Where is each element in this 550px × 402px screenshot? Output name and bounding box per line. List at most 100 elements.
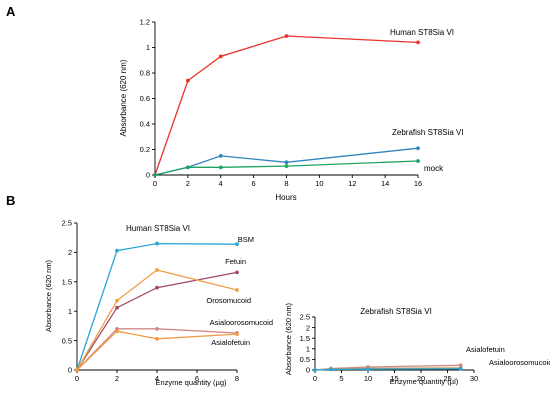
a-y-tick-label: 0.6 (140, 94, 150, 103)
a-y-tick-label: 0.8 (140, 69, 150, 78)
a-x-tick-label: 14 (381, 179, 389, 188)
b1-series-label-1: Fetuin (225, 257, 246, 266)
a-series-line-0 (154, 35, 419, 176)
b1-x-tick-label: 0 (75, 374, 79, 383)
a-series-0-point (185, 78, 190, 83)
b1-series-2-point (115, 298, 119, 303)
b1-x-tick-label: 6 (195, 374, 199, 383)
a-y-tick-label: 0.2 (140, 145, 150, 154)
chart-b-zebrafish: 0 0.51 1.5 22.5 0 5 10 15 20 25 30 Enzyme quantity … (284, 302, 550, 386)
b1-series-1-point (235, 270, 239, 275)
b1-y-tick-label: 0.5 (62, 336, 72, 345)
b1-series-2-point (235, 288, 239, 292)
b2-x-tick-label: 25 (443, 374, 451, 383)
panel-label-b: B (6, 193, 15, 208)
b2-series-2-point (458, 367, 463, 371)
a-x-tick-label: 6 (252, 179, 256, 188)
b1-series-label-4: Asialofetuin (211, 338, 250, 347)
b2-y-tick-label: 1.5 (300, 334, 310, 343)
b1-series-line-3 (76, 328, 238, 371)
b2-series-label-1: Asialoorosomucoid (489, 358, 550, 367)
a-series-label-2: mock (424, 164, 444, 173)
b1-series-3-point (155, 326, 159, 331)
b1-series-4-point (235, 332, 239, 337)
a-series-label-0: Human ST8Sia VI (390, 28, 454, 37)
b1-series-label-3: Asialoorosomucoid (210, 318, 273, 327)
b1-series-label-0: BSM (238, 235, 254, 244)
a-series-1-point (284, 160, 289, 165)
b2-x-axis-label: Enzyme quantity (µl) (390, 377, 459, 386)
a-x-tick-label: 4 (219, 179, 223, 188)
a-series-2-point (153, 173, 157, 177)
b1-series-0-point (235, 242, 239, 247)
b2-y-tick-label: 2 (306, 323, 310, 332)
a-series-1-point (416, 146, 420, 151)
a-y-tick-label: 0.4 (140, 120, 150, 129)
b1-x-tick-label: 2 (115, 374, 119, 383)
a-series-2-point (416, 159, 420, 163)
b1-series-4-point (75, 368, 79, 372)
b1-x-tick-label: 8 (235, 374, 239, 383)
b1-series-line-0 (76, 242, 238, 371)
b1-y-tick-label: 1 (68, 307, 72, 316)
a-y-tick-label: 0 (146, 171, 150, 180)
b1-y-tick-label: 2 (68, 248, 72, 257)
a-series-0-point (218, 54, 223, 59)
b1-series-1-point (115, 305, 119, 310)
a-y-tick-label: 1.2 (140, 18, 150, 27)
b2-y-tick-label: 0 (306, 366, 310, 375)
b2-y-tick-label: 2.5 (300, 313, 310, 322)
a-x-axis-label: Hours (275, 193, 296, 202)
b2-x-tick-label: 5 (339, 374, 343, 383)
b2-x-tick-label: 0 (313, 374, 317, 383)
a-series-0-point (284, 34, 289, 38)
a-series-label-1: Zebrafish ST8Sia VI (392, 128, 464, 137)
a-x-tick-label: 12 (348, 179, 356, 188)
a-y-axis-label: Absorbance (620 nm) (119, 59, 128, 136)
a-y-tick-label: 1 (146, 43, 150, 52)
b2-series-line-2 (314, 368, 461, 371)
b1-series-4-point (155, 336, 159, 341)
b1-chart-title: Human ST8Sia VI (126, 224, 190, 233)
b2-y-axis-label: Absorbance (620 nm) (284, 302, 293, 375)
chart-b-human: 0 0.5 1 1.5 2 2.5 0 2 4 6 8 Enzyme quantity (µg) Abs… (44, 219, 273, 387)
b1-y-tick-label: 2.5 (62, 219, 72, 228)
b1-series-4-point (115, 329, 119, 334)
b2-chart-title: Zebrafish ST8Sia VI (360, 307, 432, 316)
b1-x-tick-label: 4 (155, 374, 159, 383)
a-series-2-point (218, 165, 223, 170)
b2-x-tick-label: 30 (470, 374, 478, 383)
b2-y-tick-label: 1 (306, 345, 310, 354)
a-series-2-point (185, 165, 190, 170)
b1-series-line-2 (76, 269, 238, 371)
a-series-0-point (416, 40, 420, 45)
b2-x-tick-label: 15 (390, 374, 398, 383)
b1-x-axis-label: Enzyme quantity (µg) (155, 378, 227, 387)
a-x-tick-label: 16 (414, 179, 422, 188)
a-x-tick-label: 2 (186, 179, 190, 188)
b1-series-label-2: Orosomucoid (206, 296, 251, 305)
a-series-1-point (218, 153, 223, 158)
b1-y-tick-label: 0 (68, 366, 72, 375)
a-x-tick-label: 8 (284, 179, 288, 188)
b1-series-line-4 (76, 330, 238, 371)
b1-series-1-point (155, 285, 159, 290)
a-x-tick-label: 0 (153, 179, 157, 188)
a-x-tick-label: 10 (315, 179, 323, 188)
b1-y-axis-label: Absorbance (620 nm) (44, 259, 53, 332)
chart-a: 0 0.2 0.4 0.6 0.8 1 1.2 0 2 4 6 8 10 12 14 16 Hours Absor… (119, 18, 464, 202)
b2-series-label-0: Asialofetuin (466, 345, 505, 354)
b1-series-0-point (155, 241, 159, 246)
b2-x-tick-label: 20 (417, 374, 425, 383)
b2-series-2-point (313, 368, 317, 372)
a-series-2-point (284, 164, 289, 168)
b2-x-tick-label: 10 (364, 374, 372, 383)
b2-y-tick-label: 0.5 (300, 355, 310, 364)
panel-label-a: A (6, 4, 16, 19)
b2-series-2-point (329, 367, 333, 372)
b1-series-2-point (155, 268, 159, 272)
b2-series-2-point (366, 367, 370, 372)
b1-series-0-point (115, 248, 119, 253)
b1-y-tick-label: 1.5 (62, 278, 72, 287)
